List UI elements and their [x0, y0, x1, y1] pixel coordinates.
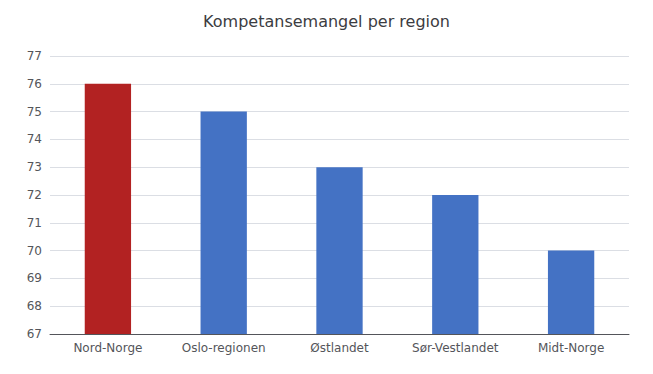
svg-text:70: 70: [27, 244, 42, 258]
svg-text:72: 72: [27, 188, 42, 202]
svg-text:69: 69: [27, 271, 42, 285]
svg-text:71: 71: [27, 216, 42, 230]
svg-text:75: 75: [27, 105, 42, 119]
svg-text:67: 67: [27, 327, 42, 341]
svg-text:73: 73: [27, 160, 42, 174]
svg-text:74: 74: [27, 132, 42, 146]
svg-text:77: 77: [27, 49, 42, 63]
svg-text:Oslo-regionen: Oslo-regionen: [182, 341, 266, 355]
svg-text:Østlandet: Østlandet: [310, 341, 369, 355]
svg-text:Sør-Vestlandet: Sør-Vestlandet: [412, 341, 499, 355]
svg-text:Kompetansemangel per region: Kompetansemangel per region: [203, 12, 450, 31]
svg-text:68: 68: [27, 299, 42, 313]
svg-text:Midt-Norge: Midt-Norge: [538, 341, 604, 355]
svg-text:76: 76: [27, 77, 42, 91]
svg-text:Nord-Norge: Nord-Norge: [73, 341, 142, 355]
